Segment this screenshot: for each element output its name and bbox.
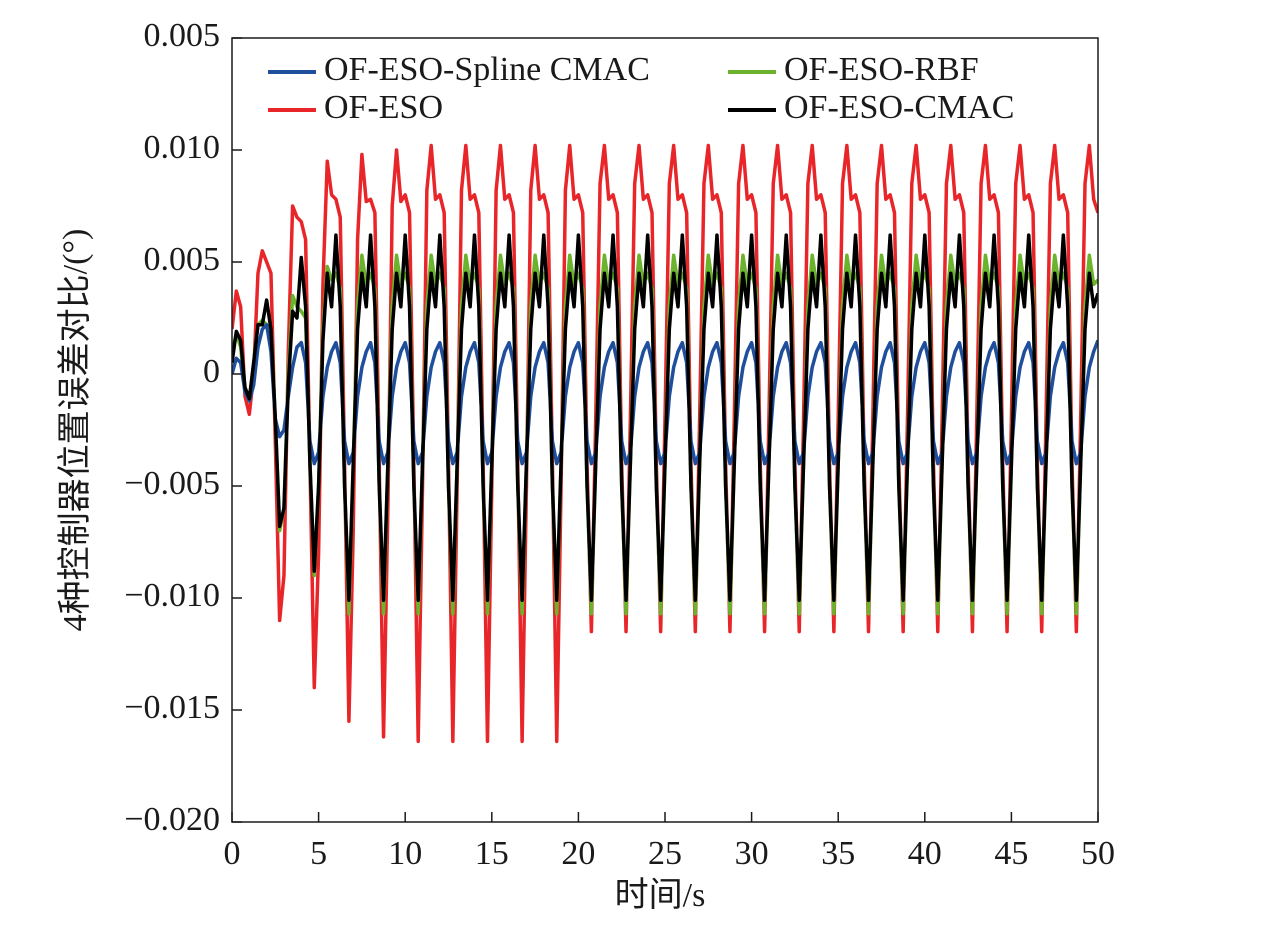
x-tick-label: 0	[224, 835, 241, 872]
x-tick-label: 35	[821, 835, 855, 872]
x-tick-label: 25	[648, 835, 682, 872]
series-line	[232, 233, 1098, 602]
x-tick-label: 30	[735, 835, 769, 872]
y-tick-label: 0.005	[144, 241, 221, 278]
y-tick-label: 0	[203, 353, 220, 390]
y-tick-label: −0.005	[124, 465, 220, 502]
x-tick-label: 45	[994, 835, 1028, 872]
legend-label: OF-ESO-RBF	[784, 51, 979, 88]
y-axis-label: 4种控制器位置误差对比/(°)	[56, 229, 94, 632]
y-tick-label: 0.005	[144, 17, 221, 54]
x-tick-label: 15	[475, 835, 509, 872]
x-axis-label: 时间/s	[615, 877, 706, 914]
y-tick-label: −0.015	[124, 689, 220, 726]
y-tick-label: −0.010	[124, 577, 220, 614]
legend-label: OF-ESO	[324, 89, 443, 126]
x-tick-label: 5	[310, 835, 327, 872]
x-tick-label: 20	[561, 835, 595, 872]
x-tick-label: 10	[388, 835, 422, 872]
legend-label: OF-ESO-Spline CMAC	[324, 51, 650, 88]
x-tick-label: 50	[1081, 835, 1115, 872]
x-tick-label: 40	[908, 835, 942, 872]
y-tick-label: −0.020	[124, 801, 220, 838]
legend-label: OF-ESO-CMAC	[784, 89, 1014, 126]
y-tick-label: 0.010	[144, 129, 221, 166]
